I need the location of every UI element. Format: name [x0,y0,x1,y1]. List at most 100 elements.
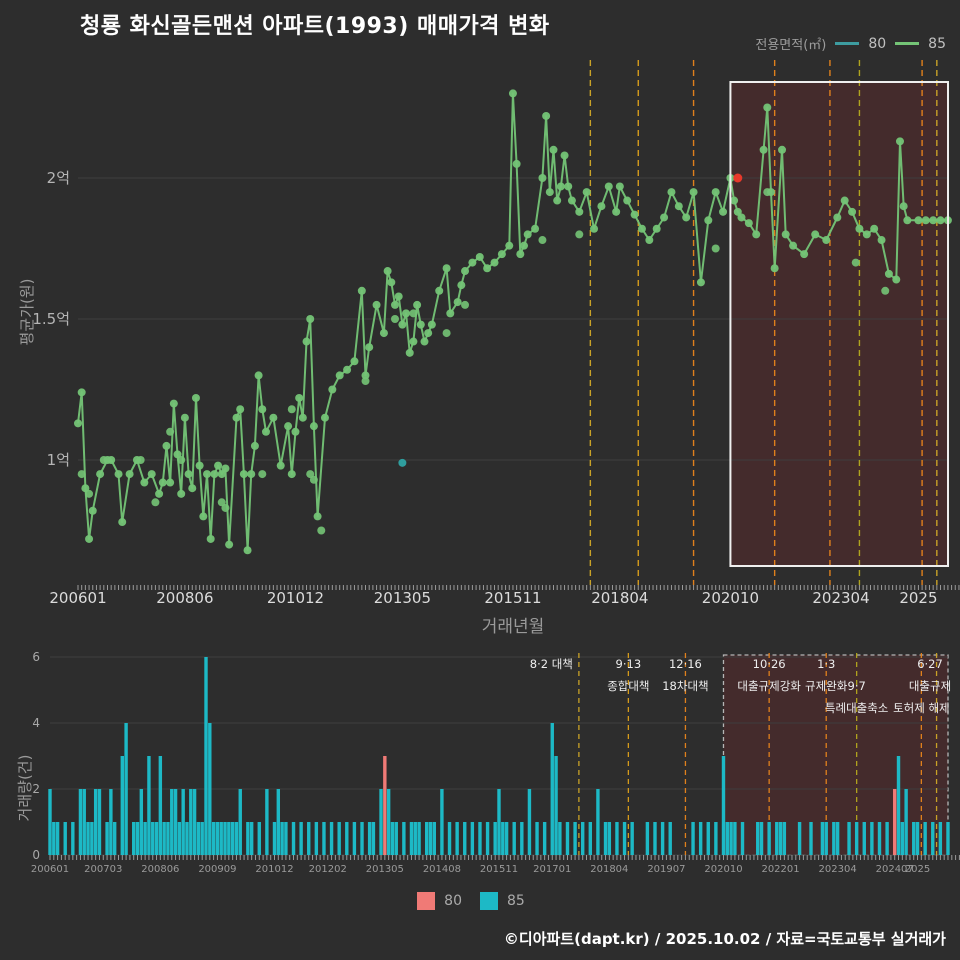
volume-bar-85 [345,822,349,855]
price-point-85 [394,292,403,301]
price-point-85 [361,377,370,386]
volume-bar-85 [729,822,733,855]
volume-bar-85 [714,822,718,855]
volume-highlight-region [722,654,949,856]
volume-bar-85 [896,756,901,855]
volume-bar-85 [497,789,501,855]
volume-bar-85 [778,822,783,855]
price-point-85 [575,207,584,216]
volume-bar-85 [603,822,608,855]
price-point-85 [483,264,492,273]
price-point-85 [442,264,451,273]
price-point-85 [778,145,787,154]
volume-bar-85 [90,822,94,855]
policy-label: 토허제 해제 [893,701,950,715]
volume-bar-85 [151,822,155,855]
policy-label: 6·27 [917,657,943,671]
series-legend: 80 85 [0,892,960,910]
volume-bar-85 [139,789,144,855]
volume-bar-85 [82,789,86,855]
price-point-85 [77,470,86,479]
highlight-region [730,82,948,566]
policy-label: 종합대책 [607,679,649,693]
price-point-85 [125,470,134,479]
price-point-85 [361,371,370,380]
volume-bar-85 [607,822,612,855]
price-point-85 [254,371,263,380]
volume-bar-85 [775,822,779,855]
price-point-85 [623,196,632,205]
volume-bar-85 [132,822,136,855]
volume-y-tick-label: 4 [32,716,40,730]
price-point-85 [243,546,252,555]
volume-bar-85 [192,789,197,855]
price-point-85 [420,337,429,346]
price-point-85 [225,540,234,549]
price-point-85 [597,202,606,211]
volume-bar-85 [307,822,311,855]
price-point-85 [936,216,945,225]
price-point-85 [236,405,245,414]
volume-bar-85 [485,822,490,855]
price-point-85 [309,475,318,484]
volume-bar-85 [173,789,178,855]
price-point-85 [457,281,466,290]
price-point-85 [612,207,621,216]
price-point-85 [343,365,352,374]
volume-bar-85 [154,822,159,855]
volume-bar-85 [938,822,943,855]
price-point-85 [357,286,366,295]
volume-x-tick-label: 202304 [819,864,857,875]
volume-bar-85 [257,822,261,855]
price-point-85 [173,450,182,459]
price-point-85 [575,230,584,239]
volume-bar-85 [493,822,497,855]
price-point-85 [895,137,904,146]
volume-bar-85 [272,822,277,855]
price-point-85 [855,224,864,233]
price-point-85 [538,236,547,245]
volume-bar-85 [832,822,836,855]
price-point-85 [302,337,311,346]
price-point-85 [180,413,189,422]
price-point-85 [96,470,105,479]
price-point-85 [848,207,857,216]
volume-bar-85 [120,756,124,855]
price-point-85 [881,286,890,295]
volume-bar-85 [877,822,882,855]
volume-x-tick-label: 200601 [31,864,69,875]
volume-bar-85 [215,822,220,855]
price-point-85 [549,145,558,154]
price-point-85 [114,470,123,479]
volume-bar-85 [550,723,554,855]
volume-x-tick-label: 2025 [905,864,930,875]
volume-bar-85 [820,822,825,855]
price-line-85 [77,92,948,552]
price-point-85 [350,357,359,366]
volume-bar-85 [246,822,250,855]
price-point-85 [660,213,669,222]
volume-x-tick-label: 201305 [366,864,404,875]
price-chart: 1억 1.5억 2억 200601 200806 201012 201305 201511 20… [32,60,960,607]
price-point-85 [390,300,399,309]
volume-bar-85 [181,789,185,855]
price-point-85 [210,470,219,479]
volume-bar-85 [238,789,242,855]
price-point-85 [877,236,886,245]
price-point-85 [822,236,831,245]
volume-bar-85 [211,822,216,855]
volume-x-tick-label: 202201 [761,864,799,875]
volume-bar-85 [809,822,813,855]
volume-bar-85 [219,822,223,855]
price-point-85 [508,89,517,98]
price-point-85 [461,300,470,309]
legend-swatch-85-icon [480,892,498,910]
price-point-85 [899,202,908,211]
volume-bar-85 [653,822,657,855]
price-point-85 [884,269,893,278]
price-point-85 [166,427,175,436]
volume-bar-85 [588,822,593,855]
price-point-85 [258,470,267,479]
price-point-85 [118,518,127,527]
